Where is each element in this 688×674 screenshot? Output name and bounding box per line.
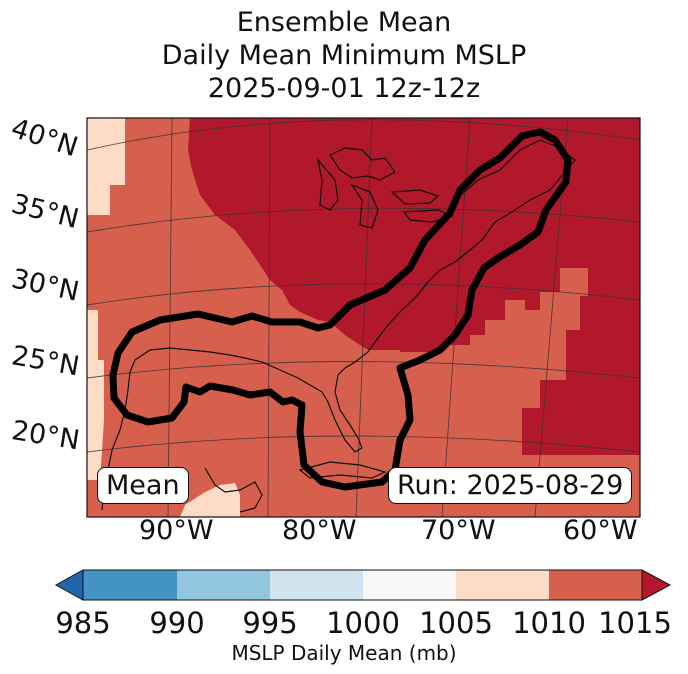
lon-label-70w: 70°W <box>421 515 496 546</box>
colorbar-tick-1005: 1005 <box>419 606 493 640</box>
map-frame <box>86 117 641 518</box>
colorbar-tick-1015: 1015 <box>598 606 672 640</box>
coastlines <box>101 139 576 513</box>
colorbar-tick-985: 985 <box>55 606 111 640</box>
title-line-2: Daily Mean Minimum MSLP <box>161 40 527 71</box>
colorbar-tick-1000: 1000 <box>326 606 400 640</box>
colorbar-extend-low <box>54 569 84 601</box>
colorbar-extend-high <box>641 569 672 601</box>
colorbar-tick-990: 990 <box>149 606 205 640</box>
pressure-field-1005-1010-west <box>87 118 125 215</box>
colorbar-segment-985-990 <box>83 570 177 600</box>
colorbar-tick-1010: 1010 <box>512 606 586 640</box>
mean-label: Mean <box>97 467 189 504</box>
colorbar-label: MSLP Daily Mean (mb) <box>231 641 457 665</box>
colorbar-segment-995-1000 <box>270 570 363 600</box>
lon-label-90w: 90°W <box>139 515 214 546</box>
mslp-contour <box>109 128 572 491</box>
pressure-field-1005-1010-southwest <box>87 310 104 480</box>
run-date-label: Run: 2025-08-29 <box>388 467 633 504</box>
colorbar-segment-1010-1015 <box>549 570 642 600</box>
colorbar-segment-1000-1005 <box>363 570 456 600</box>
title-line-3: 2025-09-01 12z-12z <box>207 73 481 104</box>
colorbar <box>54 569 672 601</box>
lon-label-80w: 80°W <box>282 515 357 546</box>
colorbar-segment-1005-1010 <box>456 570 549 600</box>
map-plot-area <box>87 118 640 517</box>
lon-label-60w: 60°W <box>563 515 638 546</box>
colorbar-tick-995: 995 <box>242 606 298 640</box>
colorbar-segment-990-995 <box>177 570 270 600</box>
title-line-1: Ensemble Mean <box>236 7 452 38</box>
